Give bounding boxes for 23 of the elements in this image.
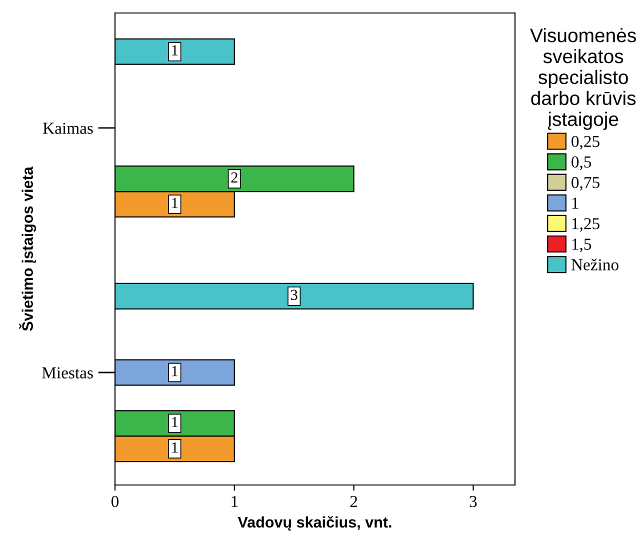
data-label: 1	[172, 416, 178, 428]
data-label: 1	[172, 442, 178, 452]
legend-label: 1,5	[572, 238, 592, 252]
legend-label: 1,25	[572, 218, 600, 232]
data-label: 1	[172, 45, 178, 56]
legend-label: 0,5	[572, 156, 592, 170]
legend-label: 0,25	[572, 136, 600, 150]
x-axis-title: Vadovų skaičius, vnt.	[238, 516, 392, 531]
data-label: 3	[291, 290, 298, 300]
x-tick-label: 1	[232, 496, 238, 507]
legend-label: 0,75	[572, 176, 600, 191]
legend-label: 1	[572, 198, 578, 209]
data-label: 1	[172, 198, 178, 208]
legend-title: Visuomenės sveikatos specialisto darbo krūvis įstaigoje	[530, 28, 636, 130]
data-label: 2	[231, 172, 238, 182]
x-tick-label: 2	[350, 496, 358, 507]
data-label: 1	[172, 366, 178, 376]
x-tick-label: 3	[470, 496, 477, 508]
y-tick-label: Kaimas	[43, 122, 93, 134]
y-axis-title: Švietimo įstaigos vieta	[19, 166, 36, 331]
y-tick-label: Miestas	[42, 367, 93, 378]
legend-label: Nežino	[571, 258, 618, 270]
x-tick-label: 0	[111, 496, 119, 508]
